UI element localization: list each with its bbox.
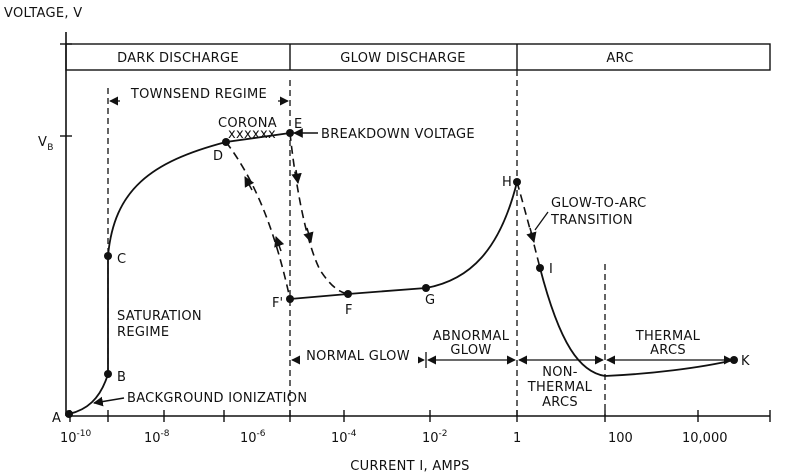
region-arc: ARC <box>606 51 633 66</box>
point-b <box>104 370 112 378</box>
gta-label-2: TRANSITION <box>550 213 633 228</box>
thermal-label-1: THERMAL <box>635 329 701 344</box>
background-arrow <box>93 396 125 407</box>
direction-arrows <box>244 169 537 252</box>
point-e <box>286 129 294 137</box>
saturation-label-2: REGIME <box>117 325 169 340</box>
curve-points <box>65 129 738 418</box>
arrow-down-e-f-2 <box>303 227 314 244</box>
arrow-down-h-i <box>526 227 537 244</box>
background-label: BACKGROUND IONIZATION <box>127 391 307 406</box>
breakdown-label: BREAKDOWN VOLTAGE <box>321 127 475 142</box>
label-a: A <box>52 411 61 426</box>
curve-i-k <box>539 267 735 377</box>
normal-glow-bg <box>300 345 418 365</box>
x-tick-label: 10-2 <box>422 429 448 446</box>
x-tick-label: 10,000 <box>682 431 728 446</box>
gta-pointer <box>534 211 549 231</box>
label-k: K <box>741 354 750 369</box>
x-tick-label: 10-4 <box>331 429 357 446</box>
x-tick-label: 10-10 <box>60 429 92 446</box>
arrow-down-e-f-1 <box>291 169 302 185</box>
dashed-curves <box>225 132 541 300</box>
point-h <box>513 178 521 186</box>
townsend-label-bg <box>120 85 278 103</box>
x-axis-title: CURRENT I, AMPS <box>350 459 469 474</box>
point-i <box>536 264 544 272</box>
curve-c-e <box>107 132 291 257</box>
point-f1 <box>286 295 294 303</box>
region-dark-discharge: DARK DISCHARGE <box>117 51 239 66</box>
x-tick-label: 1 <box>513 431 521 446</box>
label-c: C <box>117 252 126 267</box>
label-h: H <box>502 175 512 190</box>
corona-label: CORONA <box>218 116 277 131</box>
vb-label: VB <box>38 135 54 153</box>
label-d: D <box>213 149 223 164</box>
x-tick-label: 100 <box>608 431 633 446</box>
point-d <box>222 138 230 146</box>
townsend-label: TOWNSEND REGIME <box>130 87 267 102</box>
x-ticks <box>69 410 699 422</box>
arrow-up-f1-d-1 <box>274 236 285 252</box>
normal-glow-label: NORMAL GLOW <box>306 349 410 364</box>
saturation-label-1: SATURATION <box>117 309 202 324</box>
point-c <box>104 252 112 260</box>
curve-f1-g <box>289 287 427 300</box>
y-axis-title: VOLTAGE, V <box>4 6 82 21</box>
gta-label-1: GLOW-TO-ARC <box>551 196 647 211</box>
curve-a-b <box>68 373 109 415</box>
arrow-up-f1-d-2 <box>244 176 255 191</box>
x-tick-label: 10-8 <box>144 429 170 446</box>
label-b: B <box>117 370 126 385</box>
point-g <box>422 284 430 292</box>
nonthermal-label-2: THERMAL <box>527 380 593 395</box>
dashed-e-f <box>289 132 349 295</box>
label-g: G <box>425 293 435 308</box>
abnormal-label-1: ABNORMAL <box>433 329 510 344</box>
corona-marks: xxxxxx <box>228 127 276 142</box>
abnormal-label-2: GLOW <box>450 343 491 358</box>
nonthermal-label-1: NON- <box>542 365 578 380</box>
label-f: F <box>345 303 352 318</box>
label-i: I <box>549 262 553 277</box>
dashed-h-i <box>516 181 541 269</box>
region-glow-discharge: GLOW DISCHARGE <box>340 51 465 66</box>
nonthermal-label-3: ARCS <box>542 395 578 410</box>
curve-g-h <box>425 181 518 289</box>
label-f1: F' <box>272 296 283 311</box>
region-header-box <box>65 43 771 71</box>
characteristic-curve <box>68 132 735 415</box>
thermal-label-2: ARCS <box>650 343 686 358</box>
x-tick-label: 10-6 <box>240 429 266 446</box>
dashed-d-f1 <box>225 141 291 300</box>
point-f <box>344 290 352 298</box>
point-a <box>65 410 73 418</box>
label-e: E <box>294 117 302 132</box>
